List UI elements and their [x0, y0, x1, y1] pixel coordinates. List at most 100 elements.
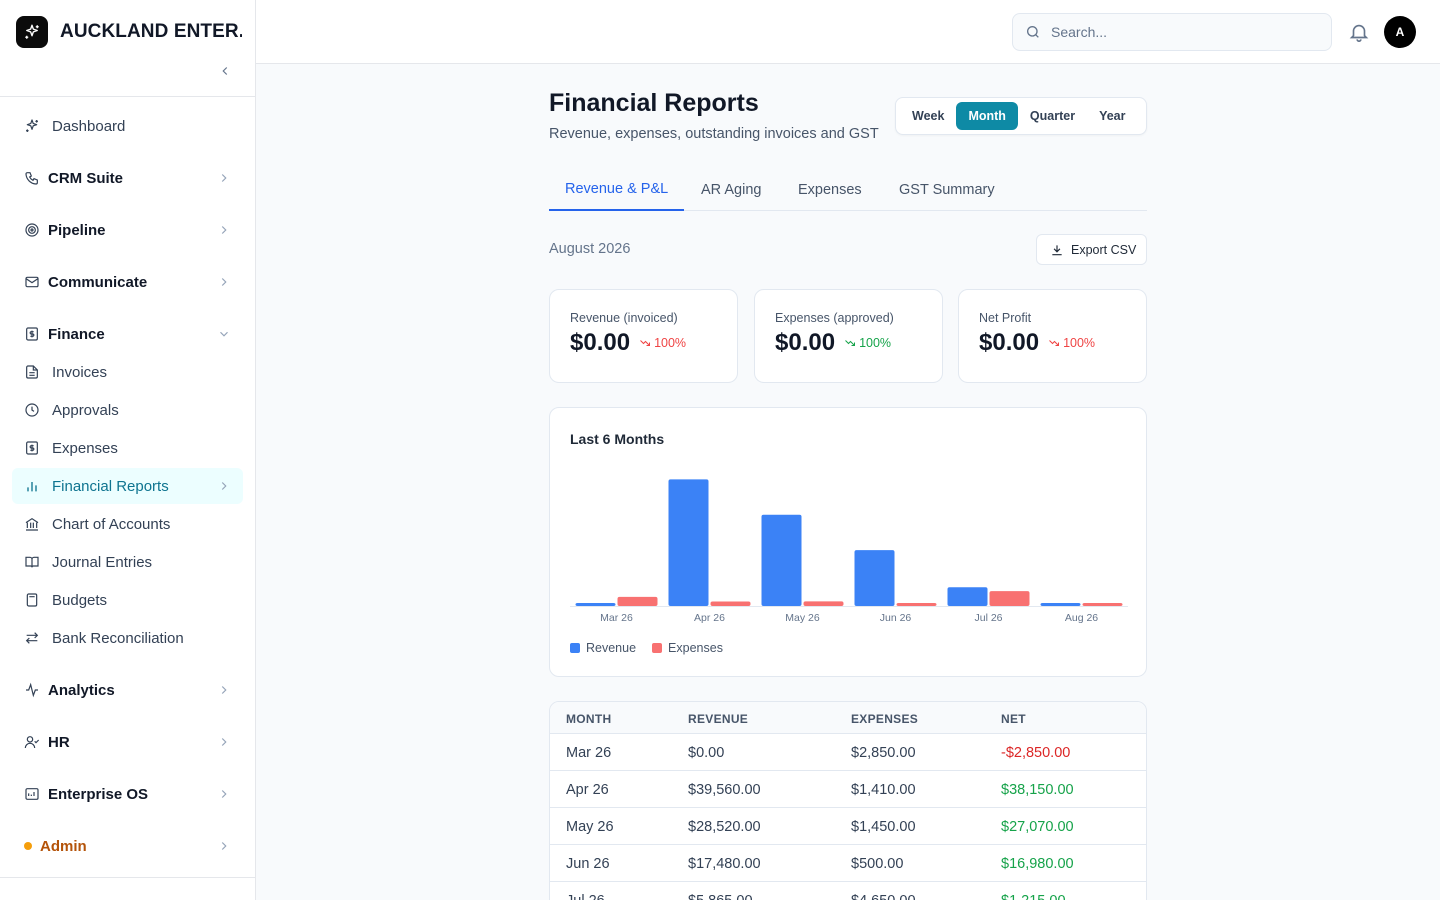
bar-revenue-apr-26[interactable] — [668, 479, 709, 606]
sidebar-item-journal-entries[interactable]: Journal Entries — [12, 544, 243, 580]
search-icon — [1027, 26, 1039, 38]
sidebar-item-communicate[interactable]: Communicate — [12, 264, 243, 300]
sidebar-item-invoices[interactable]: Invoices — [12, 354, 243, 390]
chevron-right-icon — [221, 790, 227, 798]
collapse-sidebar-button[interactable] — [216, 64, 234, 78]
trending-down-icon — [640, 340, 651, 346]
sidebar-item-label: Finance — [48, 325, 105, 343]
cell-net: $27,070.00 — [1001, 819, 1074, 835]
legend-item-expenses: Expenses — [652, 641, 723, 655]
period-quarter-button[interactable]: Quarter — [1029, 109, 1076, 123]
trending-down-icon — [845, 340, 856, 346]
period-month-button[interactable]: Month — [956, 102, 1018, 130]
x-tick-label: Jun 26 — [880, 612, 912, 624]
tab-gst-summary[interactable]: GST Summary — [899, 181, 995, 198]
table-row: May 26 $28,520.00 $1,450.00 $27,070.00 — [550, 808, 1146, 845]
chevron-right-icon — [221, 174, 227, 182]
tab-ar-aging[interactable]: AR Aging — [701, 181, 762, 198]
chart-card: Last 6 Months Mar 26 Apr 26 May 26 Jun 26 Ju… — [549, 407, 1147, 677]
bar-expenses-may-26[interactable] — [803, 601, 844, 606]
chevron-right-icon — [221, 842, 227, 850]
bar-expenses-apr-26[interactable] — [710, 601, 751, 606]
sidebar-item-analytics[interactable]: Analytics — [12, 672, 243, 708]
topbar: A — [256, 0, 1440, 64]
chart-legend: Revenue Expenses — [570, 641, 739, 655]
sidebar-item-label: Analytics — [48, 681, 115, 699]
sidebar-item-label: CRM Suite — [48, 169, 123, 187]
sidebar-item-crm-suite[interactable]: CRM Suite — [12, 160, 243, 196]
bar-revenue-mar-26[interactable] — [575, 603, 616, 606]
chevron-right-icon — [221, 482, 227, 490]
bar-revenue-jun-26[interactable] — [854, 550, 895, 606]
sidebar-item-financial-reports[interactable]: Financial Reports — [12, 468, 243, 504]
collapse-row — [0, 64, 255, 97]
file-text-icon — [24, 364, 40, 380]
kpi-card-revenue: Revenue (invoiced) $0.00 100% — [549, 289, 738, 383]
sidebar-item-pipeline[interactable]: Pipeline — [12, 212, 243, 248]
mail-icon — [24, 274, 40, 290]
activity-icon — [24, 682, 40, 698]
sidebar-item-bank-reconciliation[interactable]: Bank Reconciliation — [12, 620, 243, 656]
period-selector: Week Month Quarter Year — [895, 97, 1147, 135]
kpi-card-net-profit: Net Profit $0.00 100% — [958, 289, 1147, 383]
sidebar-item-finance[interactable]: Finance — [12, 316, 243, 352]
sidebar-item-label: Chart of Accounts — [52, 515, 171, 533]
bar-revenue-aug-26[interactable] — [1040, 603, 1081, 606]
cell-revenue: $39,560.00 — [688, 782, 761, 798]
bar-expenses-mar-26[interactable] — [617, 596, 658, 606]
export-csv-button[interactable]: Export CSV — [1036, 234, 1147, 265]
kpi-value: $0.00 — [979, 329, 1040, 356]
chevron-left-icon — [222, 67, 228, 75]
user-check-icon — [24, 734, 40, 750]
page-subtitle: Revenue, expenses, outstanding invoices … — [549, 126, 879, 142]
x-tick-label: Aug 26 — [1065, 612, 1098, 624]
sidebar-divider — [0, 877, 255, 878]
cell-month: Apr 26 — [566, 782, 609, 798]
bar-expenses-aug-26[interactable] — [1082, 603, 1123, 606]
tab-revenue-pl[interactable]: Revenue & P&L — [549, 168, 685, 211]
sidebar-item-expenses[interactable]: Expenses — [12, 430, 243, 466]
x-tick-label: Jul 26 — [974, 612, 1002, 624]
legend-label: Expenses — [668, 641, 723, 655]
sidebar-item-admin[interactable]: Admin — [12, 828, 243, 864]
brand-name: AUCKLAND ENTER... — [60, 21, 242, 42]
sparkles-icon — [16, 16, 48, 48]
sidebar-item-dashboard[interactable]: Dashboard — [12, 108, 243, 144]
search-box[interactable] — [1012, 13, 1332, 51]
sidebar: AUCKLAND ENTER... Dashboard CRM Suite Pi… — [0, 0, 256, 900]
cell-expenses: $500.00 — [851, 856, 904, 872]
kpi-label: Expenses (approved) — [775, 311, 894, 325]
tab-expenses[interactable]: Expenses — [798, 181, 862, 198]
cell-expenses: $1,450.00 — [851, 819, 916, 835]
sidebar-item-budgets[interactable]: Budgets — [12, 582, 243, 618]
period-year-button[interactable]: Year — [1099, 109, 1126, 123]
bar-expenses-jun-26[interactable] — [896, 603, 937, 606]
sidebar-item-label: Dashboard — [52, 117, 126, 135]
phone-icon — [24, 170, 40, 186]
bar-chart-icon — [24, 478, 40, 494]
legend-swatch — [652, 643, 663, 653]
period-week-button[interactable]: Week — [912, 109, 945, 123]
report-tabs: Revenue & P&L AR Aging Expenses GST Summ… — [549, 168, 1147, 211]
chevron-right-icon — [221, 278, 227, 286]
bar-revenue-may-26[interactable] — [761, 514, 802, 606]
target-icon — [24, 222, 40, 238]
sidebar-nav: Dashboard CRM Suite Pipeline Communicate… — [0, 97, 255, 864]
bar-revenue-jul-26[interactable] — [947, 587, 988, 606]
search-input[interactable] — [1051, 24, 1311, 40]
sidebar-item-approvals[interactable]: Approvals — [12, 392, 243, 428]
trending-down-icon — [1049, 340, 1060, 346]
bell-icon[interactable] — [1348, 21, 1370, 43]
sidebar-item-chart-of-accounts[interactable]: Chart of Accounts — [12, 506, 243, 542]
sparkles-icon — [24, 118, 40, 134]
cell-month: May 26 — [566, 819, 614, 835]
avatar[interactable]: A — [1384, 16, 1416, 48]
sidebar-item-hr[interactable]: HR — [12, 724, 243, 760]
chevron-right-icon — [221, 686, 227, 694]
sidebar-item-enterprise-os[interactable]: Enterprise OS — [12, 776, 243, 812]
bar-expenses-jul-26[interactable] — [989, 591, 1030, 606]
sidebar-item-label: Approvals — [52, 401, 119, 419]
table-row: Apr 26 $39,560.00 $1,410.00 $38,150.00 — [550, 771, 1146, 808]
chevron-right-icon — [221, 738, 227, 746]
kpi-delta-value: 100% — [1063, 336, 1096, 350]
